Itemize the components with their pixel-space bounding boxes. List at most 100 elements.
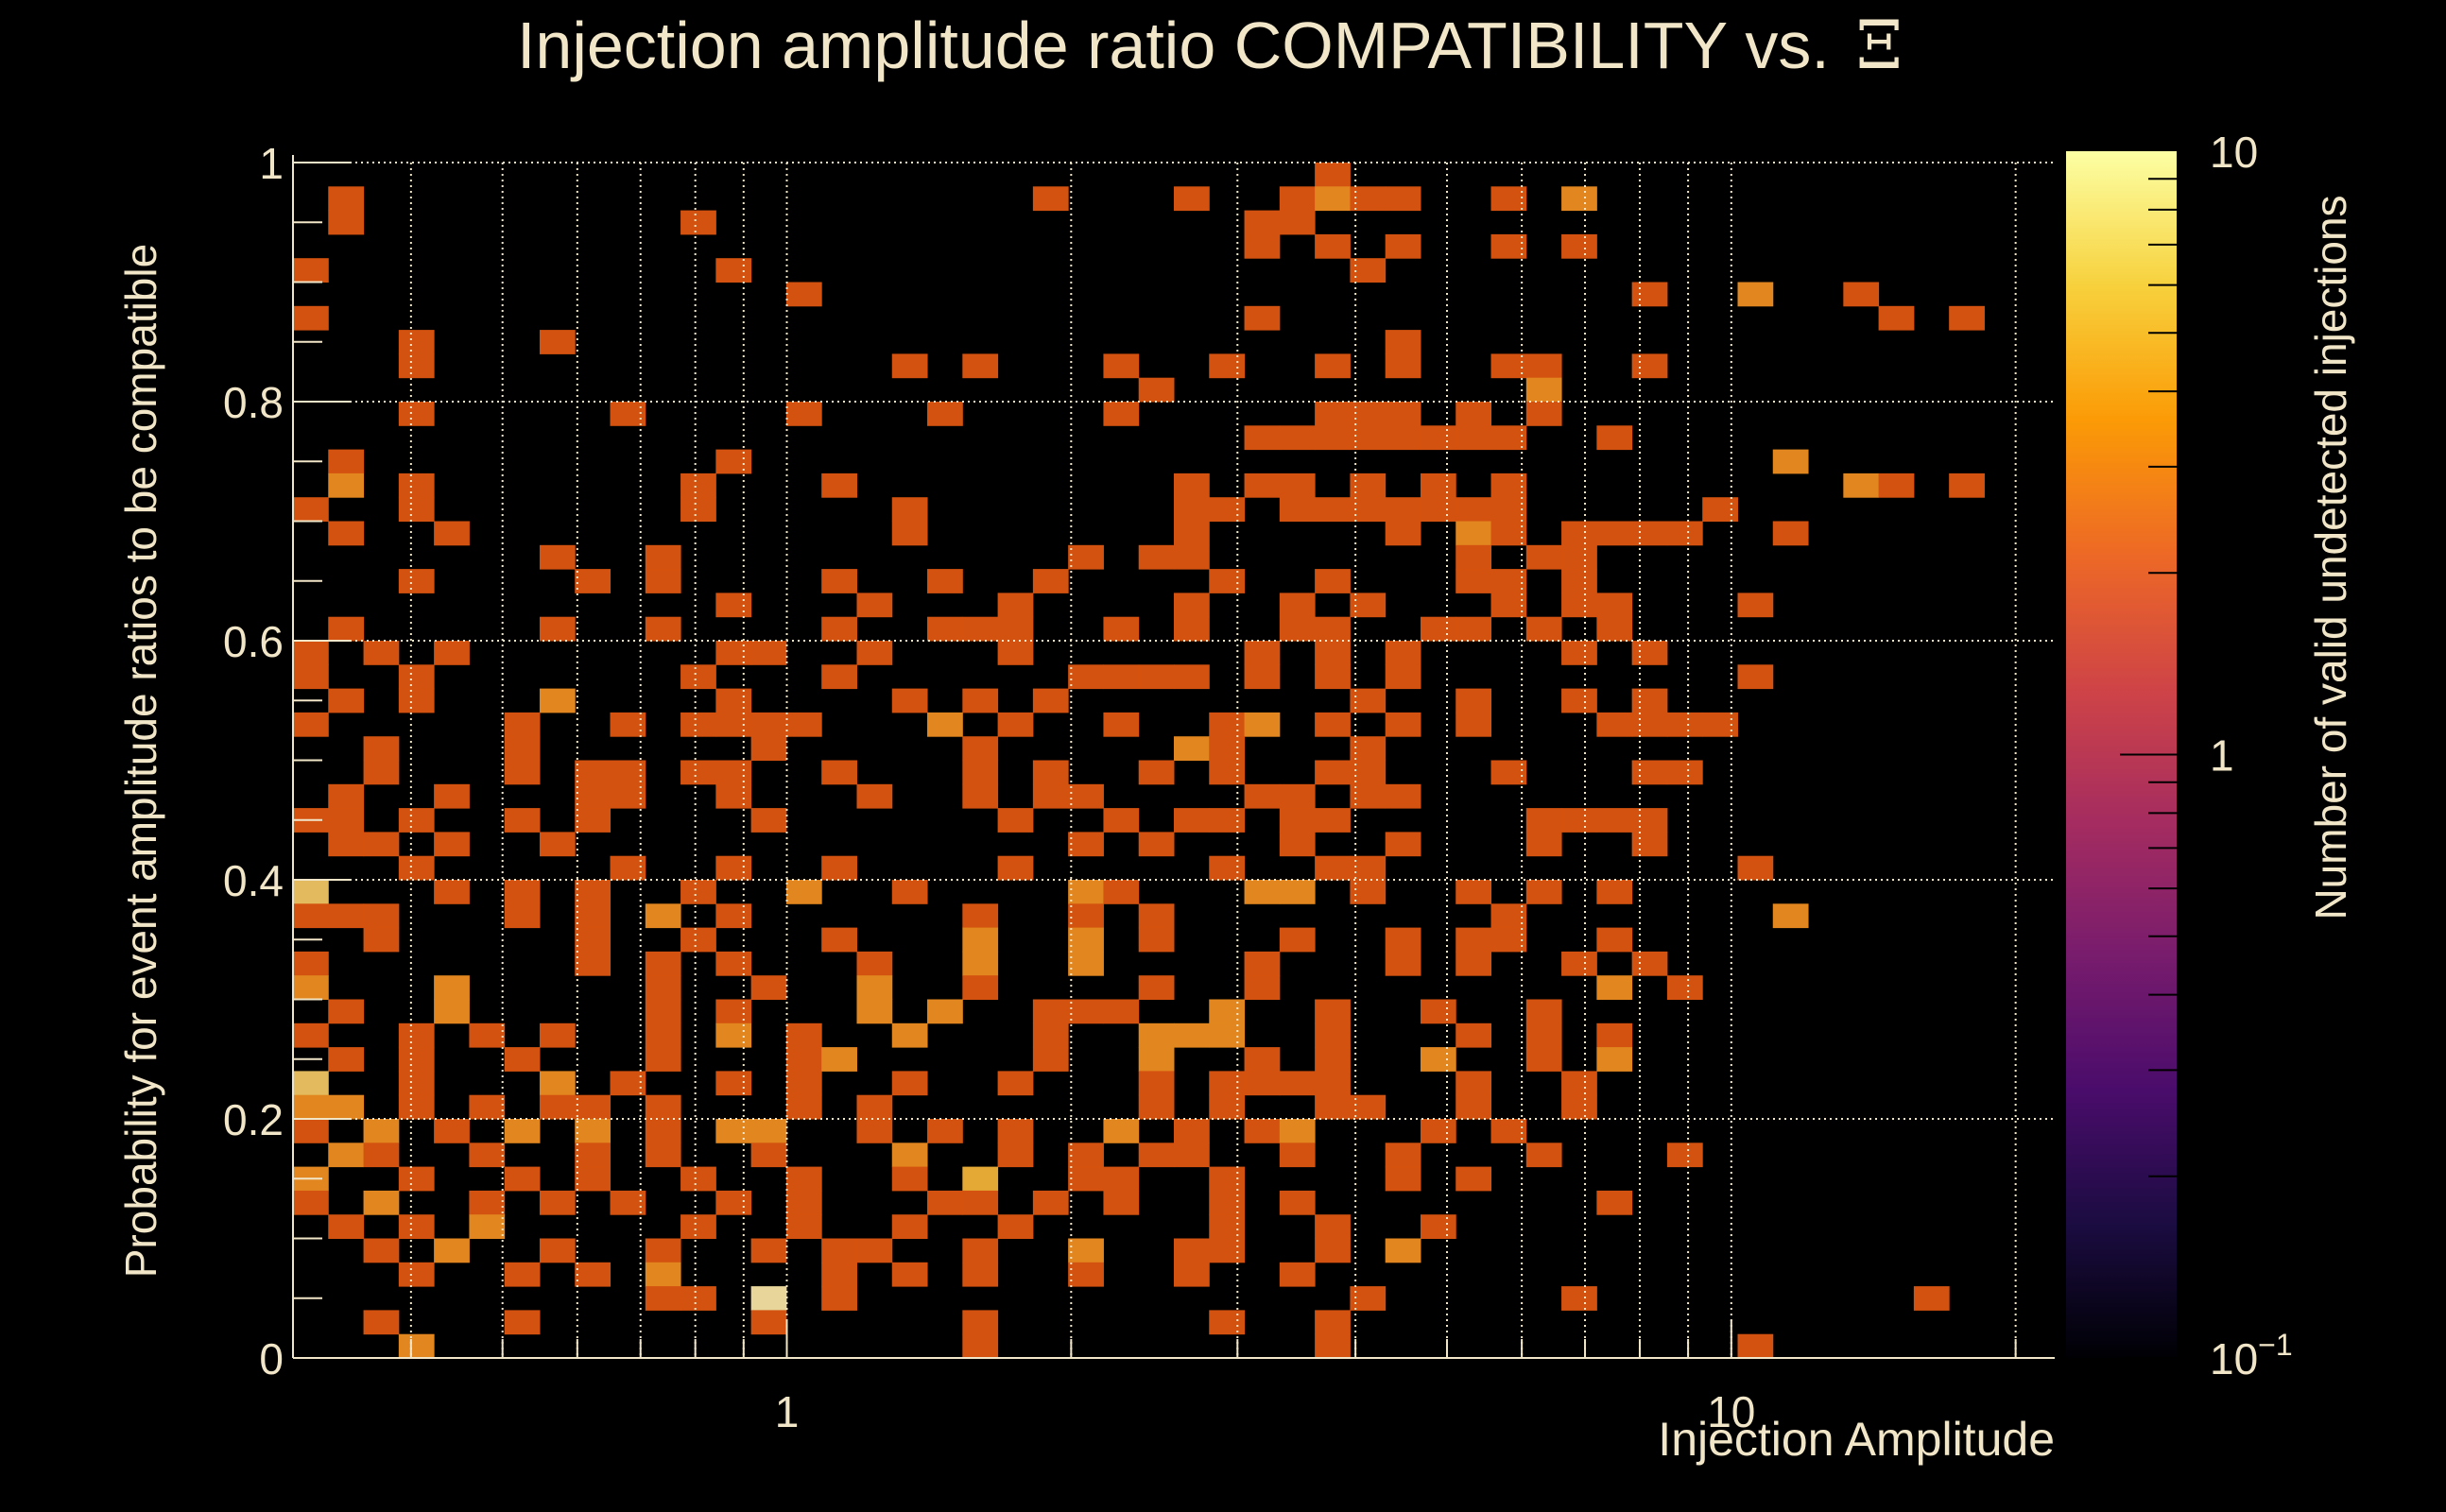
heatmap-cell <box>962 1238 999 1263</box>
heatmap-cell <box>962 353 999 379</box>
heatmap-cell <box>1456 880 1492 904</box>
heatmap-cell <box>1279 1262 1316 1287</box>
heatmap-cell <box>821 1238 857 1263</box>
heatmap-cell <box>856 975 893 1000</box>
heatmap-cell <box>1525 1022 1562 1048</box>
heatmap-cell <box>997 616 1034 642</box>
heatmap-cell <box>1315 641 1351 665</box>
heatmap-cell <box>1456 1166 1492 1192</box>
heatmap-cell <box>1138 1047 1175 1072</box>
heatmap-cell <box>1315 425 1351 451</box>
heatmap-cell <box>891 1166 928 1192</box>
heatmap-cell <box>328 808 365 833</box>
heatmap-cell <box>856 999 893 1024</box>
heatmap-cell <box>1561 544 1597 570</box>
heatmap-cell <box>1279 186 1316 212</box>
heatmap-cell <box>856 783 893 809</box>
heatmap-cell <box>645 1143 681 1168</box>
heatmap-cell <box>1525 808 1562 833</box>
heatmap-cell <box>1174 1022 1210 1048</box>
heatmap-cells <box>293 163 1985 1359</box>
heatmap-cell <box>293 1190 329 1215</box>
heatmap-cell <box>680 880 716 904</box>
heatmap-cell <box>1596 880 1633 904</box>
heatmap-cell <box>962 927 999 953</box>
heatmap-cell <box>1420 616 1456 642</box>
heatmap-cell <box>1279 832 1316 857</box>
heatmap-cell <box>328 783 365 809</box>
colorbar-tick-label: 1 <box>2210 731 2234 781</box>
heatmap-cell <box>1103 712 1140 737</box>
heatmap-cell <box>293 880 329 904</box>
heatmap-cell <box>1103 402 1140 426</box>
heatmap-cell <box>1244 210 1281 235</box>
heatmap-cell <box>1032 783 1069 809</box>
heatmap-cell <box>1138 377 1175 403</box>
heatmap-cell <box>434 975 470 1000</box>
heatmap-cell <box>715 641 752 665</box>
heatmap-cell <box>1420 1119 1456 1143</box>
heatmap-cell <box>645 616 681 642</box>
heatmap-cell <box>1490 1119 1527 1143</box>
heatmap-cell <box>1631 641 1668 665</box>
heatmap-cell <box>539 832 576 857</box>
heatmap-cell <box>1456 521 1492 546</box>
heatmap-cell <box>1209 712 1246 737</box>
heatmap-cell <box>1456 569 1492 593</box>
heatmap-cell <box>1490 472 1527 498</box>
heatmap-cell <box>680 210 716 235</box>
heatmap-cell <box>1561 569 1597 593</box>
heatmap-cell <box>575 569 612 593</box>
heatmap-cell <box>1385 1238 1421 1263</box>
heatmap-cell <box>1279 497 1316 522</box>
heatmap-cell <box>1103 1119 1140 1143</box>
heatmap-cell <box>785 1094 822 1120</box>
heatmap-cell <box>785 1190 822 1215</box>
heatmap-cell <box>1032 1022 1069 1048</box>
y-tick-label: 0.8 <box>223 378 284 427</box>
heatmap-cell <box>1244 472 1281 498</box>
heatmap-cell <box>504 760 541 785</box>
heatmap-cell <box>1315 999 1351 1024</box>
heatmap-cell <box>575 1143 612 1168</box>
heatmap-cell <box>1209 569 1246 593</box>
heatmap-cell <box>1456 402 1492 426</box>
heatmap-cell <box>434 783 470 809</box>
heatmap-cell <box>1878 305 1915 331</box>
heatmap-cell <box>891 688 928 713</box>
heatmap-cell <box>293 258 329 283</box>
heatmap-cell <box>1456 712 1492 737</box>
heatmap-cell <box>1490 425 1527 451</box>
heatmap-cell <box>1737 593 1774 618</box>
heatmap-cell <box>1138 1143 1175 1168</box>
heatmap-cell <box>1103 353 1140 379</box>
heatmap-cell <box>785 282 822 307</box>
heatmap-cell <box>1385 233 1421 259</box>
heatmap-cell <box>1596 593 1633 618</box>
heatmap-cell <box>715 258 752 283</box>
heatmap-cell <box>1561 688 1597 713</box>
heatmap-cell <box>539 1190 576 1215</box>
heatmap-cell <box>1244 951 1281 976</box>
colorbar-tick-label: 10 <box>2210 128 2258 177</box>
heatmap-cell <box>1385 353 1421 379</box>
heatmap-cell <box>1279 783 1316 809</box>
heatmap-cell <box>927 616 963 642</box>
heatmap-cell <box>398 688 435 713</box>
heatmap-cell <box>1490 927 1527 953</box>
heatmap-cell <box>328 472 365 498</box>
heatmap-cell <box>575 951 612 976</box>
heatmap-cell <box>434 832 470 857</box>
heatmap-cell <box>610 1190 646 1215</box>
heatmap-cell <box>1315 1022 1351 1048</box>
heatmap-cell <box>1279 1143 1316 1168</box>
heatmap-cell <box>997 1119 1034 1143</box>
heatmap-cell <box>750 1238 787 1263</box>
heatmap-cell <box>1385 497 1421 522</box>
heatmap-cell <box>398 1214 435 1239</box>
heatmap-cell <box>398 330 435 354</box>
heatmap-cell <box>1103 808 1140 833</box>
heatmap-cell <box>539 1094 576 1120</box>
heatmap-cell <box>363 903 400 929</box>
